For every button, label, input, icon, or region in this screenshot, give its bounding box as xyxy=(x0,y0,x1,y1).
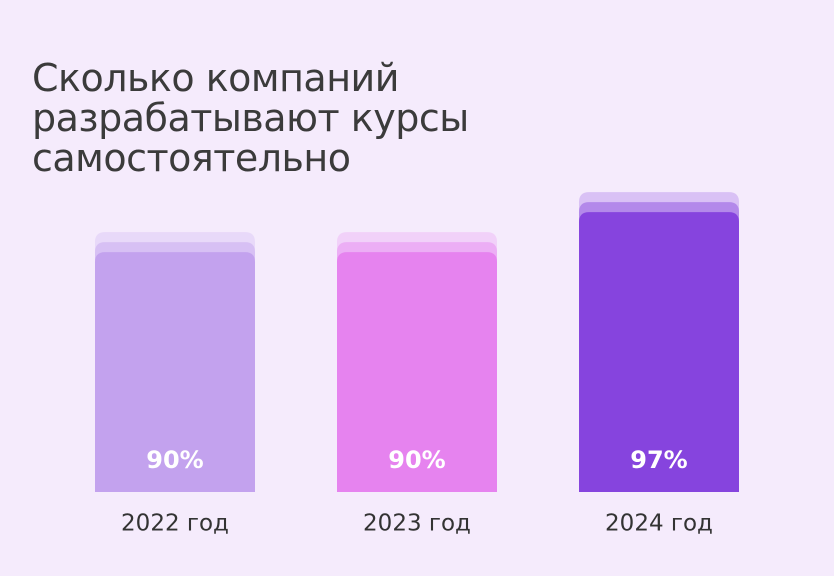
chart-title: Сколько компаний разрабатывают курсы сам… xyxy=(32,56,469,180)
bar xyxy=(579,212,739,492)
bar xyxy=(95,252,255,492)
x-tick-label: 2023 год xyxy=(363,511,471,537)
bar xyxy=(337,252,497,492)
x-tick-label: 2024 год xyxy=(605,511,713,537)
x-tick-label: 2022 год xyxy=(121,511,229,537)
value-label: 97% xyxy=(630,446,687,474)
value-label: 90% xyxy=(146,446,203,474)
value-label: 90% xyxy=(388,446,445,474)
